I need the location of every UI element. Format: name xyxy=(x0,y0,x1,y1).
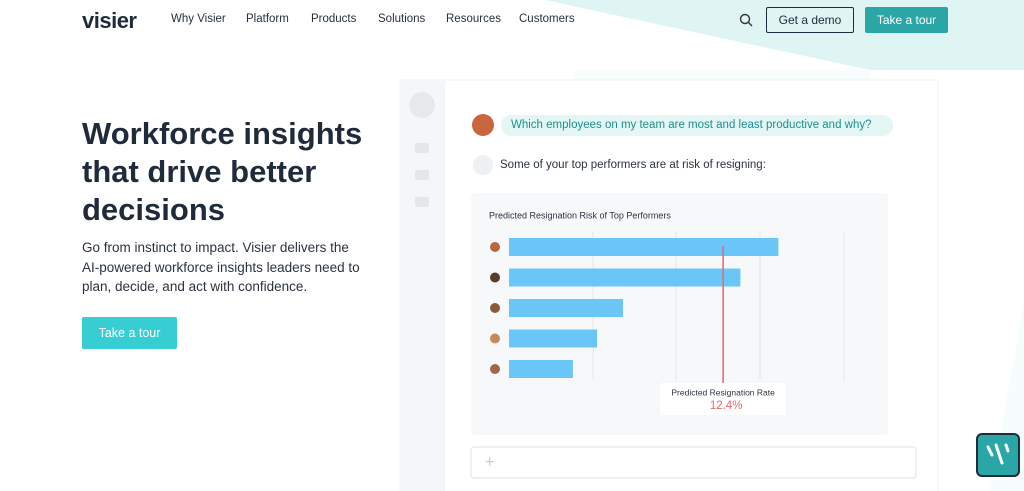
bar xyxy=(509,268,741,287)
avatar xyxy=(490,242,500,252)
nav-link[interactable]: Solutions xyxy=(378,13,426,25)
bar xyxy=(509,299,623,317)
avatar xyxy=(490,303,500,313)
avatar xyxy=(490,333,500,344)
avatar xyxy=(490,272,500,283)
hero-title: Workforce insights that drive better dec… xyxy=(82,116,363,227)
hero-button[interactable]: Take a tour xyxy=(82,317,177,349)
reference-label: Predicted Resignation Rate xyxy=(671,387,775,397)
nav-link[interactable]: Platform xyxy=(246,13,289,25)
bar xyxy=(509,329,598,348)
bar xyxy=(509,360,573,378)
nav-link[interactable]: Resources xyxy=(446,13,501,25)
tour-button[interactable]: Take a tour xyxy=(865,7,948,33)
search-icon[interactable] xyxy=(738,12,754,28)
avatar xyxy=(490,364,500,374)
reference-value: 12.4% xyxy=(710,400,743,412)
chat-question: Which employees on my team are most and … xyxy=(511,119,872,131)
bar xyxy=(509,238,779,256)
demo-button[interactable]: Get a demo xyxy=(766,7,854,33)
nav-link[interactable]: Why Visier xyxy=(171,13,226,25)
chart-title: Predicted Resignation Risk of Top Perfor… xyxy=(489,210,671,220)
svg-text:+: + xyxy=(485,454,494,471)
reference-box xyxy=(660,383,787,415)
nav-link[interactable]: Products xyxy=(311,13,357,25)
chat-answer: Some of your top performers are at risk … xyxy=(500,159,766,171)
logo[interactable]: visier xyxy=(82,8,137,33)
nav-link[interactable]: Customers xyxy=(519,13,575,25)
chat-widget[interactable] xyxy=(976,433,1020,477)
hero-text: Go from instinct to impact. Visier deliv… xyxy=(82,240,360,294)
